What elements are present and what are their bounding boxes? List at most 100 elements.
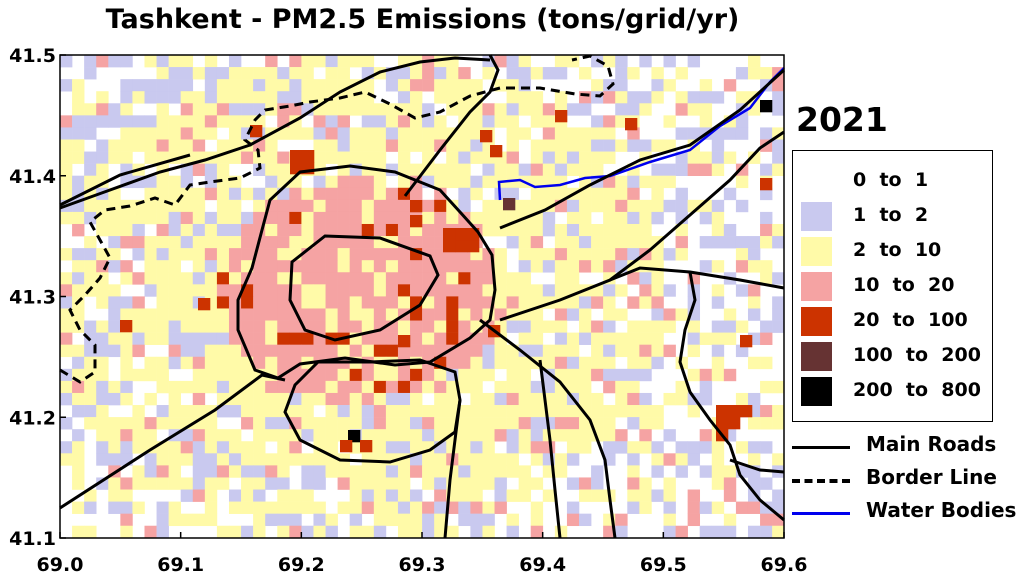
grid-cell [385, 332, 399, 345]
grid-cell [747, 67, 761, 80]
grid-cell [144, 332, 157, 345]
grid-cell [675, 392, 688, 406]
grid-cell [204, 308, 218, 321]
grid-cell [711, 211, 725, 225]
grid-cell [458, 79, 471, 92]
grid-cell [699, 392, 713, 406]
grid-cell [422, 513, 435, 527]
grid-cell [747, 308, 761, 321]
grid-cell [470, 187, 483, 201]
grid-cell [132, 368, 145, 382]
grid-cell [180, 356, 194, 370]
grid-cell [518, 344, 532, 358]
grid-cell [277, 284, 290, 297]
grid-cell [506, 417, 519, 430]
grid-cell [108, 332, 121, 345]
grid-cell [373, 380, 387, 394]
grid-cell [446, 272, 459, 285]
grid-cell [687, 501, 701, 514]
grid-cell [180, 91, 194, 104]
grid-cell [663, 453, 676, 466]
grid-cell [723, 127, 737, 140]
grid-cell [422, 79, 435, 92]
grid-cell [482, 115, 495, 128]
grid-cell [228, 453, 242, 466]
legend-item: 20 to 100 [801, 305, 991, 339]
grid-cell-hotspot [760, 178, 773, 191]
grid-cell [566, 163, 580, 176]
grid-cell [168, 139, 181, 152]
grid-cell [192, 187, 206, 201]
grid-cell [422, 236, 435, 249]
grid-cell [397, 344, 411, 358]
grid-cell [361, 272, 375, 285]
grid-cell [325, 320, 338, 333]
grid-cell [373, 405, 387, 418]
grid-cell [180, 211, 194, 225]
grid-cell [603, 260, 616, 273]
grid-cell [591, 417, 604, 430]
grid-cell [494, 477, 507, 490]
grid-cell [651, 441, 664, 454]
grid-cell [204, 284, 218, 297]
grid-cell [60, 115, 73, 128]
grid-cell [144, 284, 157, 297]
grid-cell [120, 489, 133, 502]
grid-cell [639, 405, 652, 418]
grid-cell [651, 308, 664, 321]
grid-cell [494, 465, 507, 478]
grid-cell [482, 441, 495, 454]
grid-cell [470, 453, 483, 466]
grid-cell [265, 405, 278, 418]
grid-cell [542, 151, 556, 164]
grid-cell [458, 260, 471, 273]
grid-cell [554, 417, 568, 430]
grid-cell [60, 163, 73, 176]
grid-cell [132, 248, 145, 261]
grid-cell [180, 513, 194, 527]
grid-cell [325, 272, 338, 285]
legend-swatch [801, 202, 832, 231]
grid-cell [72, 248, 85, 261]
grid-cell [735, 501, 749, 514]
grid-cell [313, 501, 326, 514]
grid-cell [132, 344, 145, 358]
grid-cell [325, 139, 338, 152]
grid-cell [216, 115, 230, 128]
grid-cell [168, 55, 181, 68]
grid-cell [192, 67, 206, 80]
grid-cell [494, 453, 507, 466]
grid-cell [772, 272, 785, 285]
grid-cell [470, 151, 483, 164]
grid-cell [60, 272, 73, 285]
grid-cell [506, 465, 519, 478]
grid-cell [518, 248, 532, 261]
grid-cell [772, 151, 785, 164]
grid-cell [84, 115, 97, 128]
grid-cell [566, 380, 580, 394]
grid-cell [373, 223, 387, 237]
grid-cell [180, 248, 194, 261]
grid-cell [168, 236, 181, 249]
grid-cell [494, 55, 507, 68]
grid-cell [687, 151, 701, 164]
grid-cell [192, 103, 206, 116]
grid-cell [349, 127, 363, 140]
grid-cell [120, 79, 133, 92]
y-tick-label: 41.1 [9, 528, 56, 550]
grid-cell [566, 344, 580, 358]
grid-cell [108, 477, 121, 490]
grid-cell [168, 392, 181, 406]
grid-cell [397, 272, 411, 285]
grid-cell [349, 248, 363, 261]
grid-cell [518, 368, 532, 382]
grid-cell [735, 236, 749, 249]
grid-cell [204, 236, 218, 249]
grid-cell [554, 308, 568, 321]
grid-cell [289, 236, 302, 249]
grid-cell [506, 380, 519, 394]
grid-cell [651, 405, 664, 418]
grid-cell [373, 332, 387, 345]
grid-cell-hotspot [716, 405, 729, 418]
grid-cell [192, 115, 206, 128]
